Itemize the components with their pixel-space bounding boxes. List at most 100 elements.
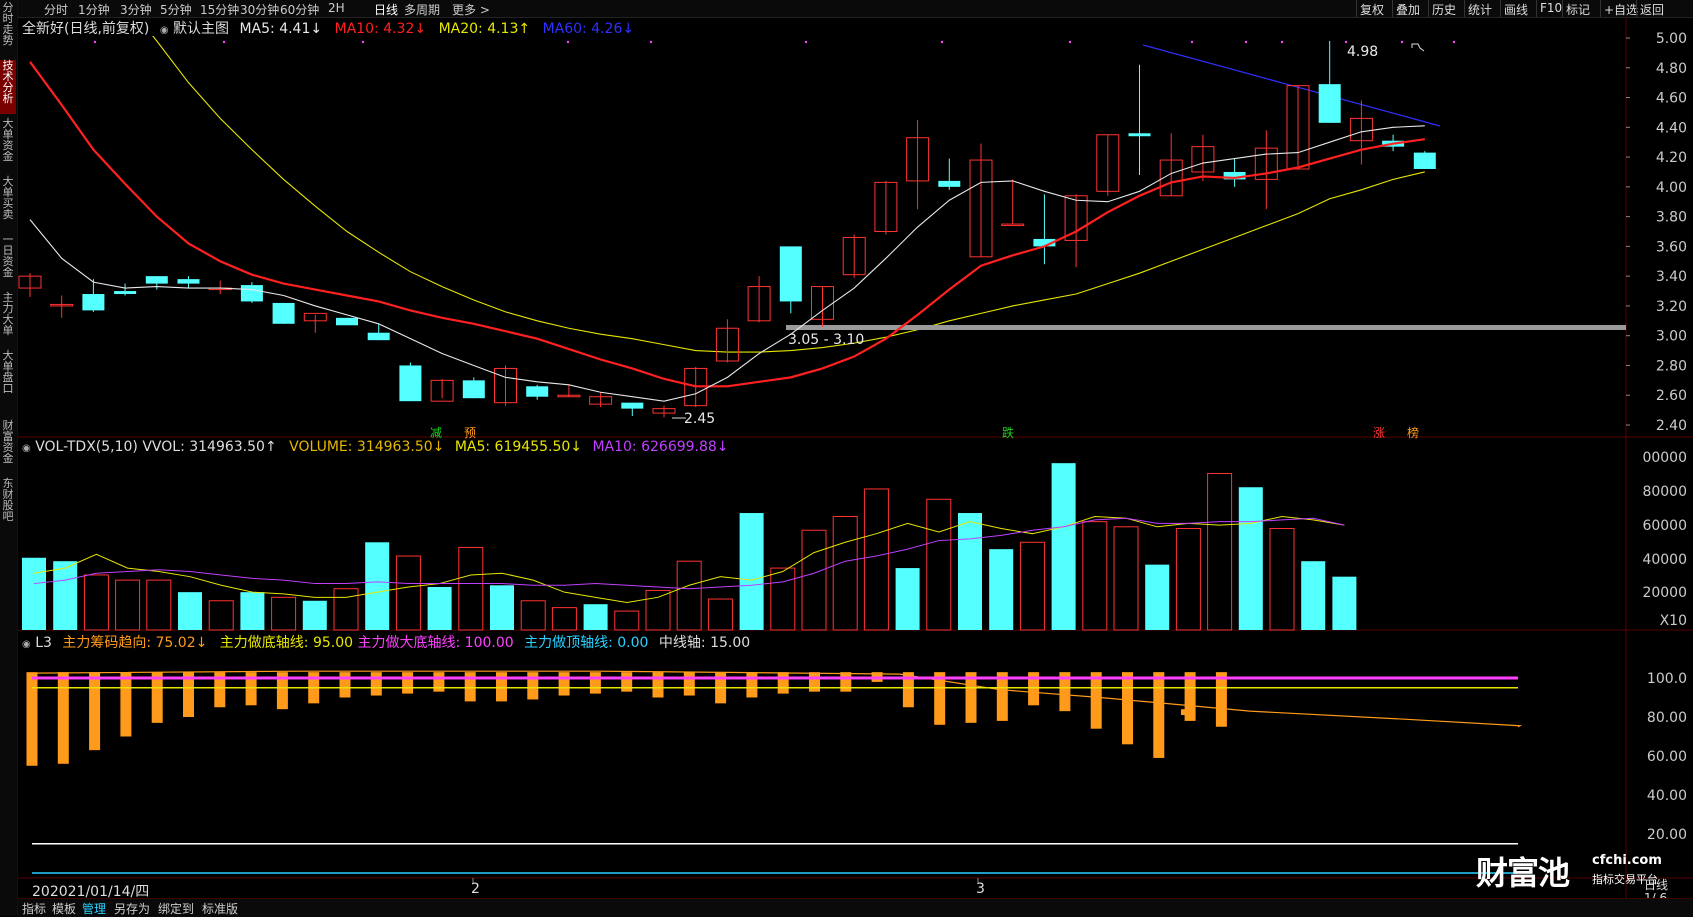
l3-bar [934, 672, 946, 725]
l3-bar [621, 672, 633, 692]
volume-bar [365, 542, 390, 630]
watermark-subtitle: 指标交易平台 [1592, 873, 1658, 886]
bottom-tab[interactable]: 绑定到 [158, 902, 195, 916]
volume-bar [302, 600, 327, 630]
candle-body [969, 159, 993, 258]
toolbar-button[interactable]: 历史 [1432, 3, 1457, 17]
l3-bar [214, 672, 226, 708]
volume-bar [490, 585, 514, 630]
period-tab[interactable]: 分时 [44, 3, 69, 17]
event-marker[interactable]: 预 [464, 426, 477, 440]
period-tab[interactable]: 多周期 [404, 3, 441, 17]
volume-axis-label: 20000 [1642, 585, 1687, 601]
event-marker[interactable]: 跌 [1002, 426, 1015, 440]
gear-dot-icon[interactable]: ◉ [159, 25, 169, 36]
vol-indicator-name[interactable]: VOL-TDX(5,10) [35, 439, 138, 455]
volume-bar [989, 549, 1014, 630]
event-marker[interactable]: 榜 [1407, 426, 1420, 440]
volume-bar [271, 596, 297, 631]
volume-bar [863, 488, 889, 631]
main-template-label[interactable]: 默认主图 [173, 21, 230, 37]
sidebar-item[interactable]: 主力大单 [2, 291, 14, 337]
l3-bottom-value: 主力做底轴线: 95.00 [219, 635, 354, 651]
volume-bar [583, 604, 608, 630]
toolbar-button[interactable]: 统计 [1468, 3, 1493, 17]
l3-bar [245, 672, 257, 706]
volume-bar [458, 546, 484, 631]
vol-ma10-line [33, 517, 1345, 590]
l3-bar [464, 672, 476, 702]
period-tab[interactable]: 60分钟 [280, 3, 320, 17]
price-axis-label: 4.20 [1656, 150, 1687, 166]
watermark-url: cfchi.com [1592, 853, 1662, 868]
sidebar-item[interactable]: 大单买卖 [2, 175, 14, 221]
l3-bigbottom-value: 主力做大底轴线: 100.00 [357, 635, 514, 651]
price-axis-label: 3.20 [1656, 299, 1687, 315]
vol-ma5-value: MA5: 619455.50↓ [454, 439, 582, 455]
sidebar-item[interactable]: 大单盘口 [2, 349, 14, 395]
period-tab[interactable]: 3分钟 [120, 3, 152, 17]
candle-body [367, 332, 390, 341]
toolbar-button[interactable]: 叠加 [1396, 3, 1421, 17]
volume-bar [1238, 487, 1263, 630]
ma10-value: MA10: 4.32↓ [334, 21, 427, 37]
period-tab[interactable]: 2H [328, 1, 345, 15]
candle-body [589, 396, 613, 405]
l3-bar [89, 672, 101, 751]
toolbar-button[interactable]: +自选 [1604, 3, 1639, 17]
period-tab[interactable]: 1分钟 [78, 3, 110, 17]
bottom-tab[interactable]: 模板 [52, 902, 77, 916]
volume-bar [115, 579, 141, 631]
bottom-tab[interactable]: 标准版 [202, 902, 239, 916]
candle-body [114, 291, 137, 295]
sidebar-item[interactable]: 一日资金 [2, 233, 14, 279]
event-marker[interactable]: 涨 [1373, 426, 1386, 440]
candle-body [1191, 146, 1215, 173]
bottom-tab[interactable]: 指标 [22, 902, 47, 916]
volume-value: VOLUME: 314963.50↓ [289, 439, 445, 455]
toolbar-button[interactable]: 返回 [1640, 3, 1665, 17]
period-tab[interactable]: 更多 > [452, 3, 490, 17]
ma10-line [29, 61, 1425, 388]
toolbar-button[interactable]: 标记 [1566, 3, 1591, 17]
bottom-tab[interactable]: 管理 [82, 902, 107, 916]
legend-dot-icon[interactable]: ◉ [22, 639, 31, 650]
toolbar-separator [1600, 0, 1601, 17]
volume-bar [895, 568, 920, 630]
toolbar-button[interactable]: F10 [1540, 1, 1563, 15]
event-marker[interactable]: 减 [430, 426, 443, 440]
toolbar-button[interactable]: 复权 [1360, 3, 1385, 17]
candle-body [1096, 134, 1120, 192]
sidebar-item[interactable]: 分时走势 [2, 1, 14, 47]
period-tab[interactable]: 5分钟 [160, 3, 192, 17]
watermark-logo: 财富池 [1476, 854, 1570, 892]
period-tab[interactable]: 15分钟 [200, 3, 240, 17]
candle-body [874, 181, 898, 232]
sidebar-item[interactable]: 技术分析 [0, 60, 16, 114]
l3-bar [746, 672, 758, 698]
sidebar-item[interactable]: 大单资金 [2, 117, 14, 163]
month-tick: 3 [976, 881, 985, 897]
legend-dot-icon[interactable]: ◉ [22, 443, 31, 454]
period-corner-label: 日线 [1644, 878, 1669, 892]
bottom-tab[interactable]: 另存为 [114, 902, 151, 916]
sidebar-item[interactable]: 财富资金 [2, 419, 14, 465]
l3-indicator-name[interactable]: L3 [35, 635, 52, 651]
period-tab[interactable]: 30分钟 [240, 3, 280, 17]
price-axis-label: 4.00 [1656, 180, 1687, 196]
volume-bar [676, 560, 702, 631]
toolbar-button[interactable]: 画线 [1504, 3, 1529, 17]
volume-axis-label: 80000 [1642, 484, 1687, 500]
price-axis-label: 4.80 [1656, 61, 1687, 77]
sidebar-item[interactable]: 东财股吧 [2, 477, 14, 523]
price-axis-label: 4.60 [1656, 91, 1687, 107]
l3-bar [433, 672, 445, 692]
toolbar-separator [1392, 0, 1393, 17]
l3-bar [527, 672, 539, 700]
event-dot [1280, 40, 1284, 44]
candle-body [430, 379, 454, 402]
period-tab[interactable]: 日线 [374, 3, 399, 17]
event-dot [566, 40, 570, 44]
period-toolbar: 分时 1分钟 3分钟 5分钟 15分钟 30分钟 60分钟 2H 日线 多周期 更多 > 复权 叠加 历史… [18, 0, 1693, 18]
